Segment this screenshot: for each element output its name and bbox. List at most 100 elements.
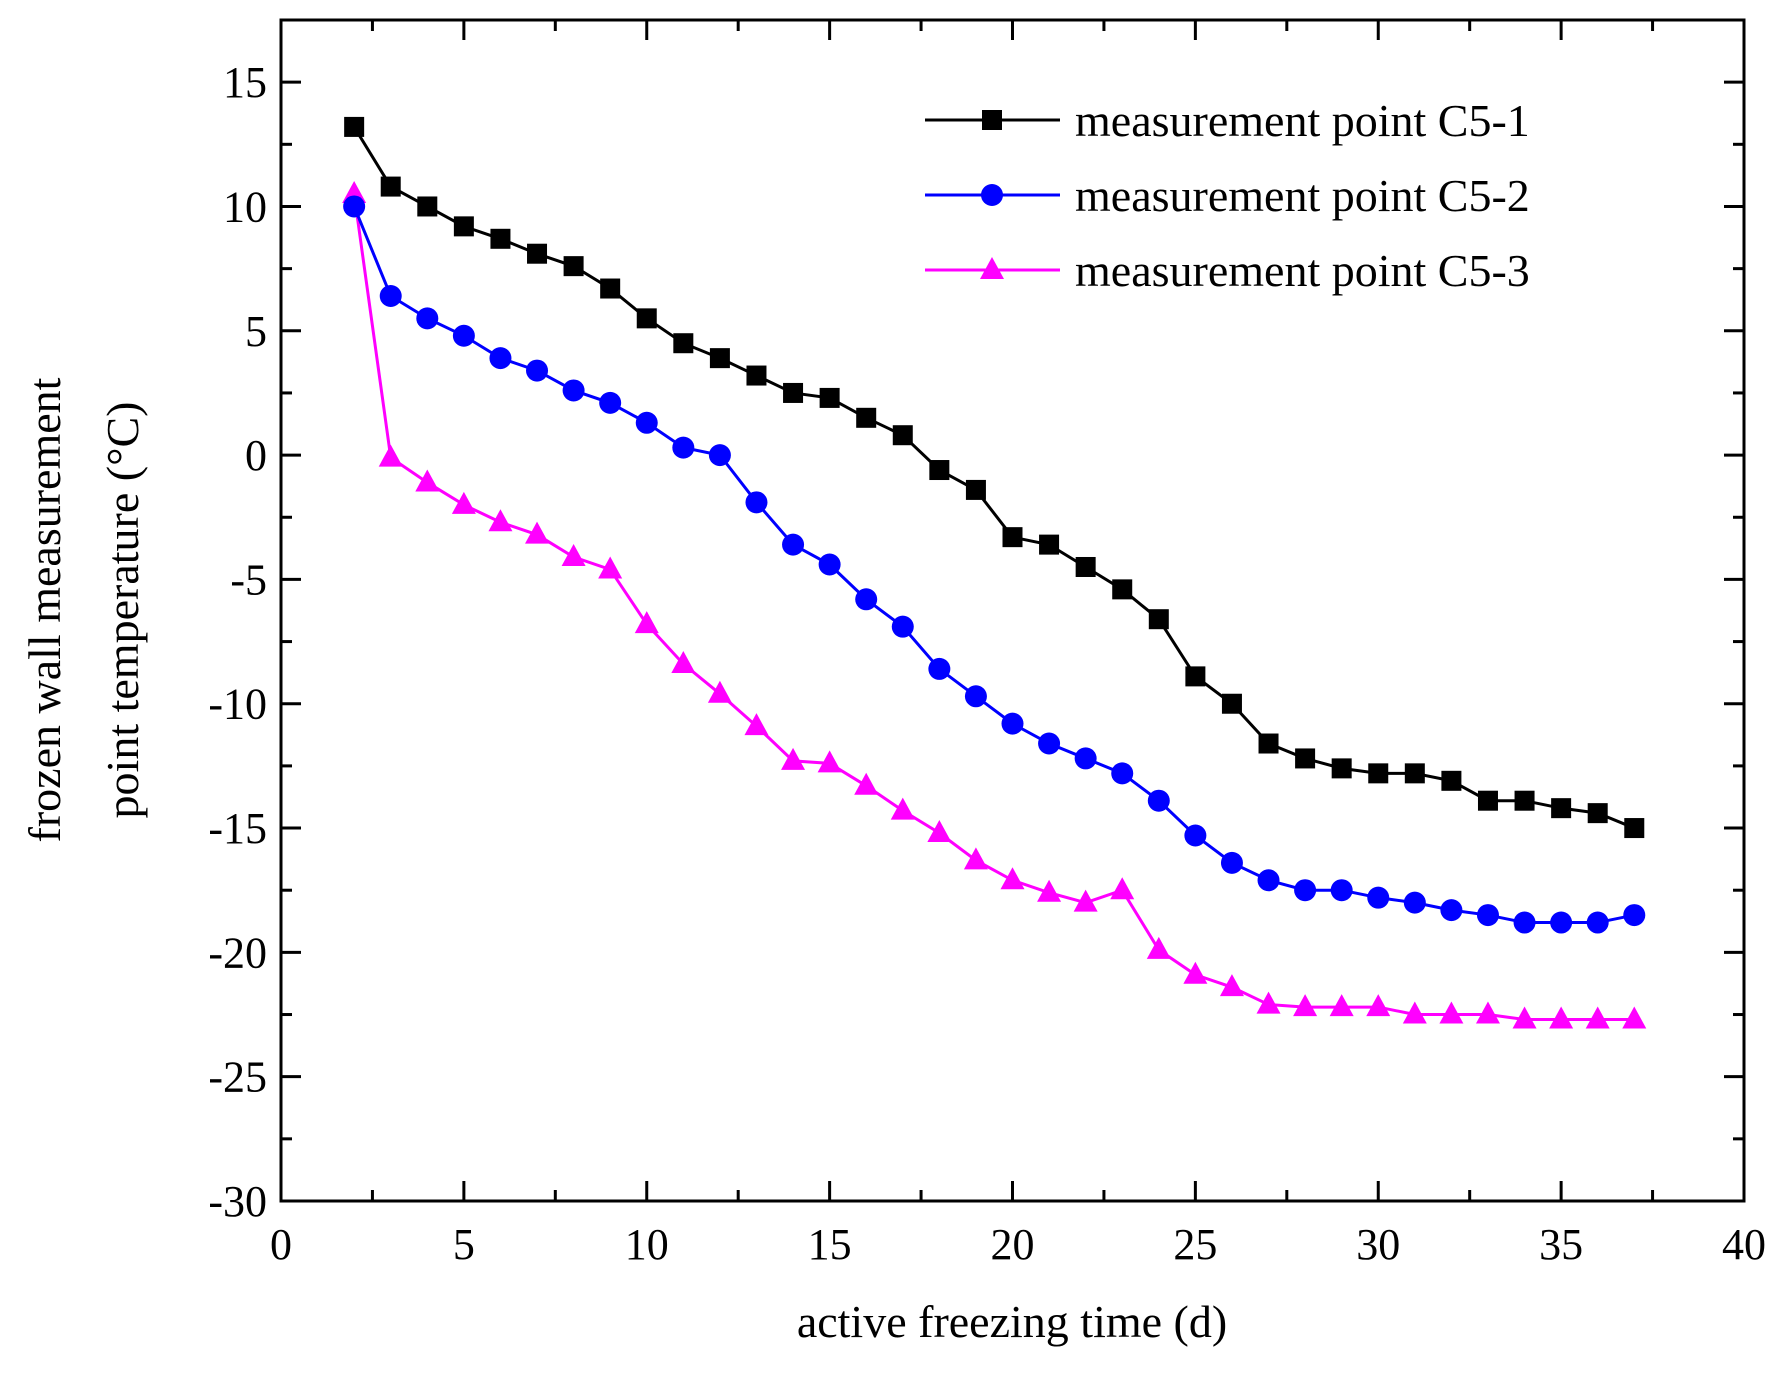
series-3-point [1037,879,1062,902]
axis-ticks [279,20,1746,1203]
series-1-point [1221,693,1242,714]
series-1-point [1624,818,1645,839]
series-1-point [636,308,657,329]
legend-swatch-marker [982,110,1002,130]
series-1-point [600,278,621,299]
y-tick-label: 0 [245,431,267,480]
x-tick-label: 35 [1539,1220,1583,1269]
y-tick-label: -15 [208,804,267,853]
series-1-point [1075,556,1096,577]
y-tick-label: -5 [230,555,267,604]
series-2-point [562,379,585,402]
x-tick-label: 40 [1722,1220,1766,1269]
series-2-point [1513,911,1536,934]
series-2-point [855,588,878,611]
x-tick-label: 0 [270,1220,292,1269]
series-3-point [1585,1006,1610,1029]
series-2-point [928,657,951,680]
y-tick-label: 5 [245,307,267,356]
series-2-point [964,685,987,708]
series-1-point [965,479,986,500]
series-2-point [1367,886,1390,909]
series-3-point [1622,1006,1647,1029]
series-1-point [453,216,474,237]
series-3-point [415,469,440,492]
series-2-point [1294,879,1317,902]
y-tick-label: 10 [223,182,267,231]
series-2-point [1586,911,1609,934]
series-3-point [1549,1006,1574,1029]
series-3-point [1073,889,1098,912]
series-2-point [1220,851,1243,874]
series-3-point [525,521,550,544]
series-2-point [672,436,695,459]
series-1-point [417,196,438,217]
series-2-point [891,615,914,638]
series-3-point [890,797,915,820]
series-3-point [1293,994,1318,1017]
series-3-point [634,611,659,634]
series-1-point [527,243,548,264]
series-1-point [1112,579,1133,600]
series-1-point [1295,748,1316,769]
series-2-point [489,347,512,370]
legend-item-3: measurement point C5-3 [925,245,1530,296]
series-2-point [1403,891,1426,914]
series-2-point [526,359,549,382]
series-1-point [1185,666,1206,687]
x-tick-label: 30 [1356,1220,1400,1269]
series-1-point [1441,770,1462,791]
axis-tick-labels: 0 5 10 15 20 25 30 35 40 15 10 5 0 -5 -10 -15 -20 -25 -30 [208,58,1766,1269]
series-3-point [1256,991,1281,1014]
series-1-point [380,176,401,197]
series-3 [342,181,1647,1029]
series-3-point [561,544,586,567]
series-1-point [1477,790,1498,811]
series-3-point [817,750,842,773]
series-3-point [744,713,769,736]
series-2-point [416,307,439,330]
series-1-point [1551,798,1572,819]
series-2-point [1550,911,1573,934]
series-2-point [1184,824,1207,847]
series-3-point [1219,974,1244,997]
series-2-point [1257,869,1280,892]
series-layer [342,116,1647,1029]
series-2-point [343,195,366,218]
series-2-point [818,553,841,576]
series-1-point [1258,733,1279,754]
series-2-point [635,411,658,434]
series-3-point [854,772,879,795]
x-axis-title: active freezing time (d) [797,1296,1227,1347]
series-2-point [1623,904,1646,927]
y-tick-label: 15 [223,58,267,107]
series-1-point [1331,758,1352,779]
series-3-point [1439,1001,1464,1024]
series-1-point [1368,763,1389,784]
series-1-point [709,348,730,369]
y-tick-label: -30 [208,1177,267,1226]
y-tick-label: -10 [208,680,267,729]
series-1-point [1587,803,1608,824]
series-1-point [856,407,877,428]
series-3-point [927,820,952,843]
series-2-point [1038,732,1061,755]
series-3-point [1110,877,1135,900]
series-3-point [1329,994,1354,1017]
series-1-point [673,333,694,354]
y-tick-label: -20 [208,928,267,977]
x-tick-label: 5 [453,1220,475,1269]
series-2 [343,195,1646,934]
series-2-point [1440,899,1463,922]
series-3-point [1366,994,1391,1017]
series-2-point [1476,904,1499,927]
series-1-point [892,425,913,446]
y-axis-title-line-1: frozen wall measurement [19,377,70,842]
legend-item-2: measurement point C5-2 [925,170,1530,221]
series-2-point [599,391,622,414]
series-2-point [745,491,768,514]
series-2-point [1330,879,1353,902]
series-2-point [379,284,402,307]
legend-label: measurement point C5-1 [1075,95,1530,146]
series-2-point [1147,789,1170,812]
